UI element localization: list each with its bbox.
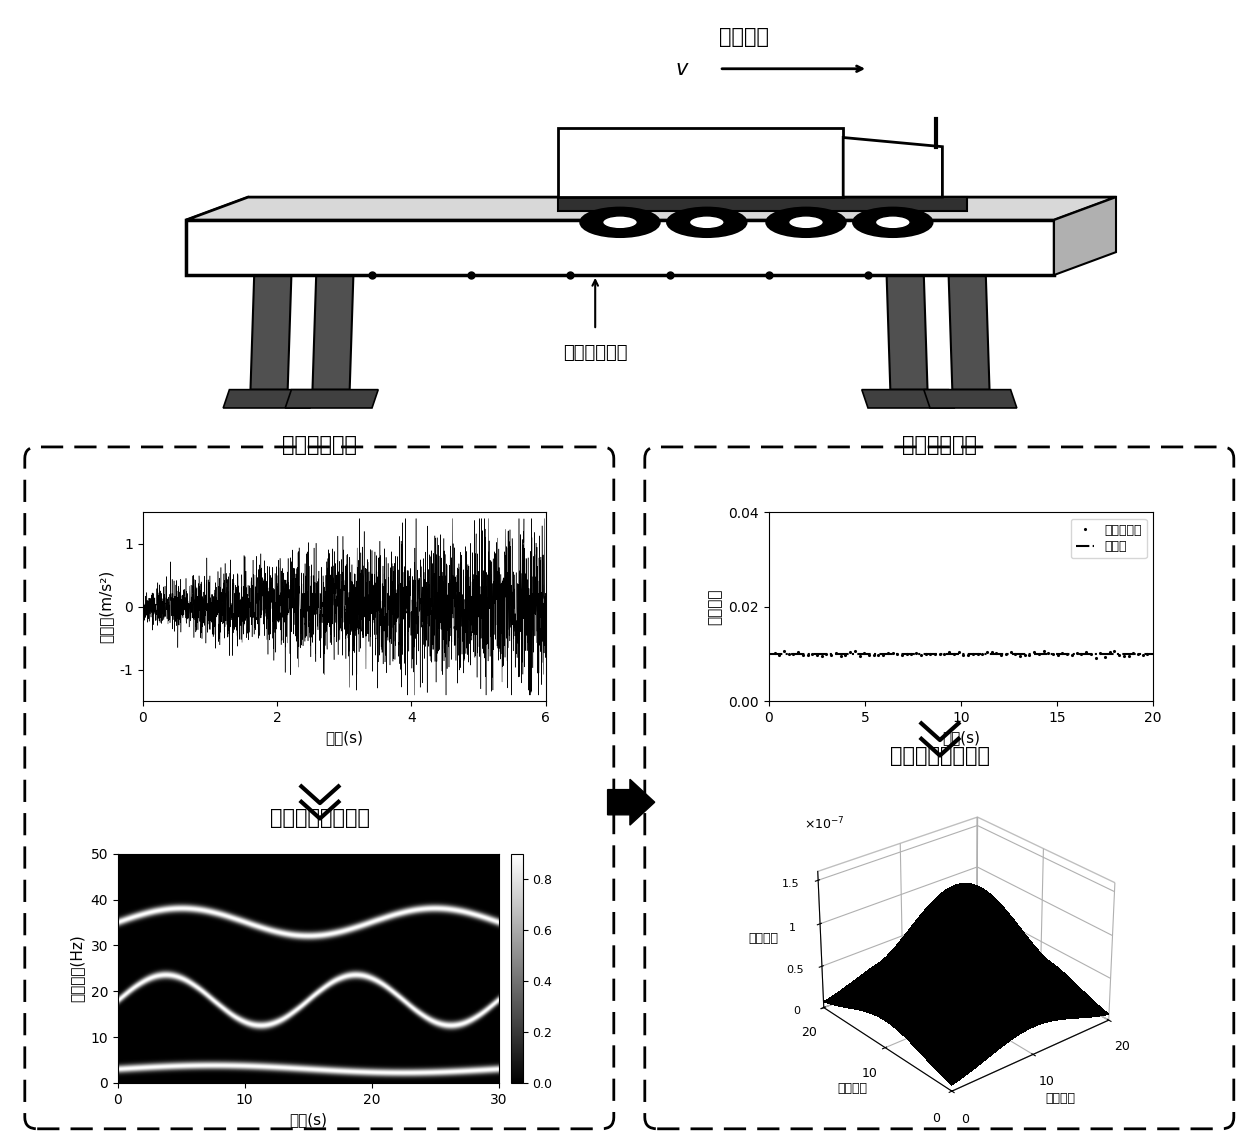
Circle shape [580, 207, 660, 237]
本发明方法 [1013, 649, 1028, 662]
理论值 [1137, 647, 1152, 661]
Legend: 本发明方法, 理论值: 本发明方法, 理论值 [1070, 518, 1147, 558]
Text: 时变模态参数识别: 时变模态参数识别 [270, 808, 370, 829]
Circle shape [789, 215, 823, 229]
Y-axis label: 固有频率(Hz): 固有频率(Hz) [69, 934, 84, 1003]
Text: 结构响应采魆: 结构响应采魆 [283, 434, 357, 455]
Polygon shape [558, 197, 967, 211]
本发明方法 [1027, 645, 1042, 659]
Polygon shape [250, 275, 291, 390]
Polygon shape [924, 390, 1017, 408]
本发明方法 [1140, 647, 1154, 661]
本发明方法 [776, 644, 791, 658]
Polygon shape [285, 390, 378, 408]
Line: 本发明方法: 本发明方法 [773, 649, 1149, 660]
X-axis label: 时间(s): 时间(s) [325, 731, 363, 746]
X-axis label: 测点数目: 测点数目 [1045, 1092, 1076, 1105]
Polygon shape [558, 128, 843, 197]
Circle shape [853, 207, 932, 237]
Polygon shape [862, 390, 955, 408]
Text: 缩放系数计算: 缩放系数计算 [903, 434, 977, 455]
Circle shape [603, 215, 637, 229]
Polygon shape [887, 275, 928, 390]
本发明方法 [1107, 644, 1122, 658]
Polygon shape [186, 197, 248, 275]
Y-axis label: 加速度(m/s²): 加速度(m/s²) [98, 571, 114, 643]
Polygon shape [186, 197, 1116, 220]
Text: 结构位移柔度识别: 结构位移柔度识别 [890, 746, 990, 767]
理论值 [1076, 647, 1091, 661]
理论值 [946, 647, 961, 661]
Y-axis label: 测点数目: 测点数目 [838, 1082, 868, 1096]
理论值 [944, 647, 959, 661]
Polygon shape [312, 275, 353, 390]
Polygon shape [843, 138, 942, 197]
理论值 [991, 647, 1006, 661]
Text: $\times10^{-7}$: $\times10^{-7}$ [804, 816, 844, 832]
Circle shape [667, 207, 746, 237]
Text: 移动车辆: 移动车辆 [719, 26, 769, 47]
Text: $\mathit{v}$: $\mathit{v}$ [675, 58, 689, 79]
理论值 [1146, 647, 1161, 661]
理论值 [761, 647, 776, 661]
Y-axis label: 缩放系数: 缩放系数 [708, 589, 723, 625]
本发明方法 [937, 647, 952, 661]
X-axis label: 时间(s): 时间(s) [289, 1113, 327, 1128]
Polygon shape [223, 390, 316, 408]
理论值 [970, 647, 985, 661]
X-axis label: 时间(s): 时间(s) [942, 731, 980, 746]
Polygon shape [186, 220, 1054, 275]
本发明方法 [998, 647, 1013, 661]
Circle shape [766, 207, 846, 237]
Polygon shape [1054, 197, 1116, 275]
本发明方法 [768, 646, 782, 660]
Circle shape [875, 215, 910, 229]
Text: 加速度传感器: 加速度传感器 [563, 344, 627, 362]
Circle shape [689, 215, 724, 229]
本发明方法 [1087, 651, 1102, 665]
Polygon shape [949, 275, 990, 390]
本发明方法 [993, 647, 1008, 661]
